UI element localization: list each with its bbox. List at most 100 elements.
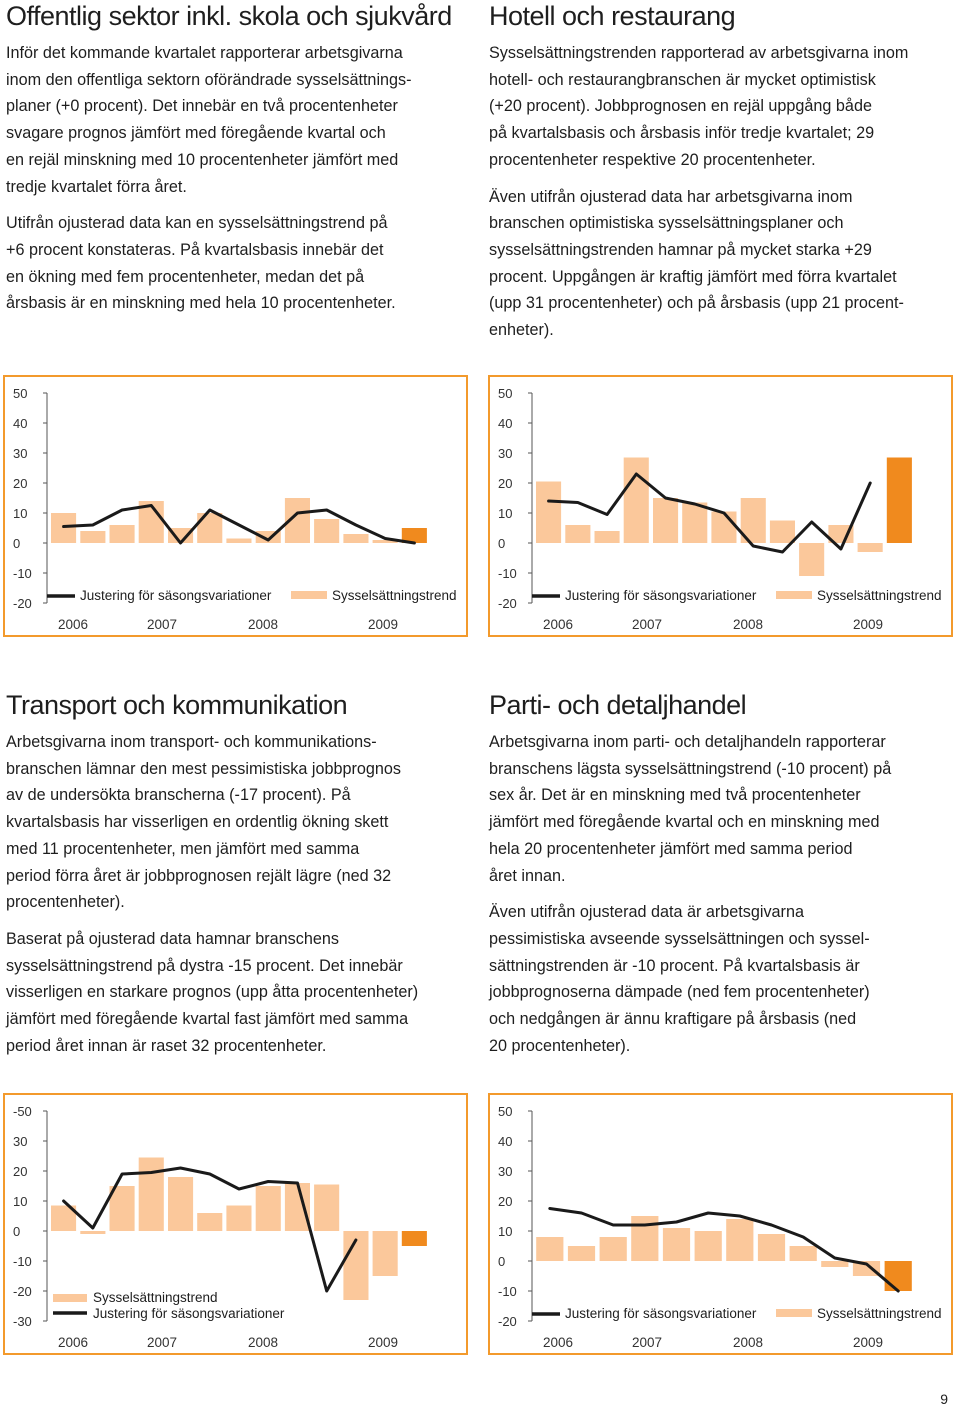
y-tick-label: 0 — [13, 1224, 20, 1239]
text-line: svagare prognos jämfört med föregående k… — [6, 124, 386, 143]
bar — [168, 528, 194, 543]
text-line: och nedgången är ännu kraftigare på årsb… — [489, 1010, 857, 1029]
legend-label: Sysselsättningstrend — [93, 1290, 218, 1305]
legend-bar-swatch — [291, 591, 327, 599]
y-tick-label: 40 — [498, 1134, 512, 1149]
bar — [109, 1186, 135, 1231]
paragraph: Arbetsgivarna inom parti- och detaljhand… — [489, 729, 954, 889]
paragraph: Även utifrån ojusterad data har arbetsgi… — [489, 184, 954, 344]
bar — [799, 543, 825, 576]
text-line: Arbetsgivarna inom parti- och detaljhand… — [489, 733, 886, 751]
text-line: period förra året är jobbprognosen rejäl… — [6, 866, 392, 885]
y-tick-label: 30 — [13, 1134, 27, 1149]
paragraph: Inför det kommande kvartalet rapporterar… — [6, 40, 471, 200]
y-tick-label: -10 — [498, 566, 517, 581]
x-tick-label: 2007 — [632, 617, 662, 632]
text-line: enheter). — [489, 321, 554, 340]
legend-label: Sysselsättningstrend — [817, 588, 942, 603]
x-tick-label: 2009 — [853, 617, 883, 632]
bar — [536, 481, 562, 543]
series-line — [548, 1207, 900, 1293]
bar — [226, 1205, 252, 1231]
text-line: visserligen en starkare prognos (upp ått… — [6, 983, 419, 1002]
x-tick-label: 2007 — [632, 1335, 662, 1350]
bar — [565, 525, 591, 543]
bar — [828, 525, 854, 543]
text-line: sysselsättningstrenden hamnar på mycket … — [489, 240, 872, 259]
bar — [653, 498, 679, 543]
text-line: (upp 31 procentenheter) och på årsbasis … — [489, 294, 904, 313]
text-line: året innan. — [489, 866, 566, 885]
text-line: hotell- och restaurangbranschen är mycke… — [489, 70, 876, 89]
bar — [711, 511, 737, 543]
bar — [536, 1237, 564, 1261]
y-tick-label: 30 — [13, 446, 27, 461]
paragraph: Även utifrån ojusterad data är arbetsgiv… — [489, 899, 954, 1059]
legend-bar-swatch — [776, 1309, 812, 1317]
text-line: branschens lägsta sysselsättningstrend (… — [489, 759, 892, 778]
paragraph: Baserat på ojusterad data hamnar bransch… — [6, 926, 471, 1060]
bar — [757, 1234, 786, 1261]
x-tick-label: 2009 — [368, 617, 398, 632]
legend-bar-swatch — [776, 591, 812, 599]
bar — [884, 1261, 912, 1291]
text-line: årsbasis är en minskning med hela 10 pro… — [6, 294, 396, 313]
bar — [682, 502, 708, 543]
text-line: sysselsättningstrend på dystra -15 proce… — [6, 956, 403, 975]
chart-svg: 50 40 30 20 10 0 -10 -20 2006 2007 2008 2009 Justeri… — [13, 386, 457, 632]
section-hotel-restaurant: Hotell och restaurang Sysselsättningstre… — [489, 0, 954, 344]
y-tick-label: 10 — [498, 506, 512, 521]
bar — [769, 520, 795, 543]
text-line: en rejäl minskning med 10 procentenheter… — [6, 150, 399, 169]
bar — [694, 1231, 722, 1261]
bar — [168, 1177, 194, 1231]
y-tick-label: 0 — [498, 536, 505, 551]
text-line: Även utifrån ojusterad data är arbetsgiv… — [489, 903, 804, 922]
text-line: sättningstrenden är -10 procent. På kvar… — [489, 956, 860, 975]
section-transport: Transport och kommunikation Arbetsgivarn… — [6, 689, 471, 1059]
bar — [857, 543, 883, 552]
bar — [314, 1184, 340, 1231]
chart-public-sector: 50 40 30 20 10 0 -10 -20 2006 2007 2008 2009 Justeri… — [3, 375, 468, 637]
text-line: med 11 procentenheter, men jämfört med s… — [6, 839, 360, 858]
paragraph: Sysselsättningstrenden rapporterad av ar… — [489, 40, 954, 174]
text-line: procentenheter). — [6, 893, 125, 912]
bar — [80, 1231, 106, 1234]
series-line — [62, 1166, 358, 1293]
bar — [401, 1231, 427, 1246]
x-tick-label: 2008 — [248, 617, 278, 632]
chart-svg: 50 40 30 20 10 0 -10 -20 2006 2007 2008 2009 Justeri… — [498, 386, 942, 632]
text-line: jämfört med föregående kvartal fast jämf… — [6, 1010, 409, 1029]
bar — [314, 519, 340, 543]
y-tick-label: -10 — [13, 1254, 32, 1269]
chart-transport: -50 30 20 10 0 -10 -20 -30 2006 2007 2008 2009 Sysse… — [3, 1093, 468, 1355]
bar — [197, 513, 223, 543]
section-title: Offentlig sektor inkl. skola och sjukvår… — [6, 1, 452, 31]
y-tick-label: 20 — [498, 1194, 512, 1209]
bar — [343, 534, 369, 543]
text-line: kvartalsbasis har visserligen en ordentl… — [6, 813, 389, 832]
bar — [852, 1261, 881, 1276]
series-line — [62, 504, 416, 545]
section-public-sector: Offentlig sektor inkl. skola och sjukvår… — [6, 0, 471, 317]
text-line: +6 procent konstateras. På kvartalsbasis… — [6, 240, 384, 259]
y-tick-label: 50 — [498, 1104, 512, 1119]
bar — [138, 1157, 164, 1231]
text-line: Även utifrån ojusterad data har arbetsgi… — [489, 187, 853, 206]
x-tick-label: 2008 — [733, 1335, 763, 1350]
y-tick-label: -20 — [13, 596, 32, 611]
chart-svg: 50 40 30 20 10 0 -10 -20 2006 2007 2008 2009 Justeri… — [498, 1104, 942, 1350]
bar — [594, 531, 620, 543]
text-line: tredje kvartalet förra året. — [6, 177, 187, 196]
text-line: branschen optimistiska sysselsättningspl… — [489, 214, 844, 233]
text-line: pessimistiska avseende sysselsättningen … — [489, 929, 870, 948]
bar — [821, 1261, 849, 1267]
text-line: planer (+0 procent). Det innebär en två … — [6, 97, 398, 116]
text-line: branschen lämnar den mest pessimistiska … — [6, 759, 401, 778]
text-line: av de undersökta branscherna (-17 procen… — [6, 786, 351, 805]
bar — [372, 540, 398, 543]
text-line: jämfört med föregående kvartal och en mi… — [489, 813, 880, 832]
bar — [372, 1231, 398, 1276]
text-line: Utifrån ojusterad data kan en sysselsätt… — [6, 214, 388, 233]
text-line: sex år. Det är en minskning med två proc… — [489, 786, 861, 805]
